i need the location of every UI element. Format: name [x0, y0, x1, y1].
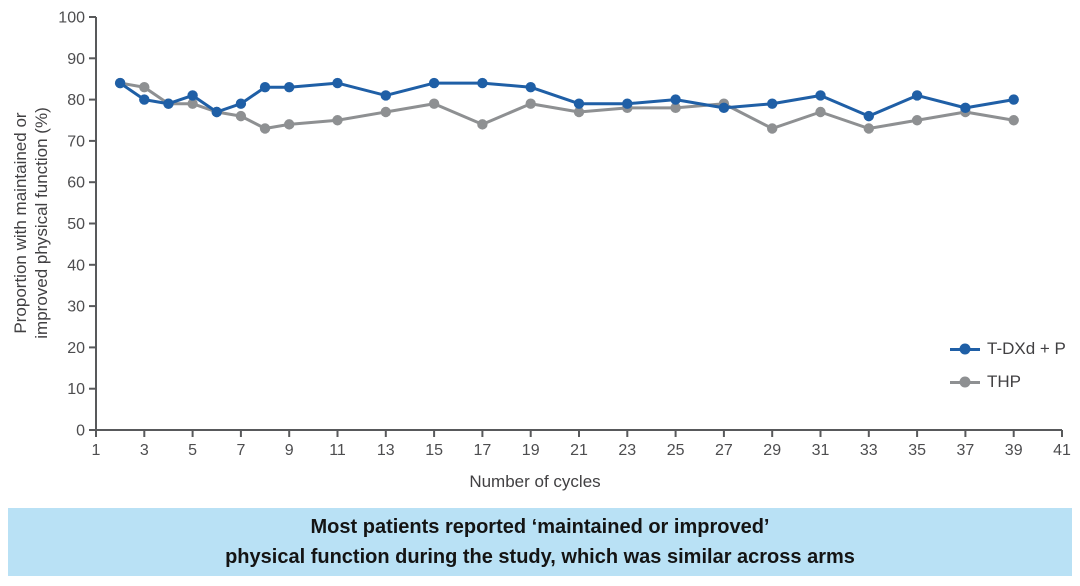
data-point-T-DXd + P [718, 102, 730, 114]
x-tick-label: 31 [812, 442, 830, 459]
x-tick-label: 13 [377, 442, 395, 459]
data-point-T-DXd + P [863, 110, 874, 122]
x-tick-label: 27 [715, 442, 733, 459]
tdxd-p-series-marker-icon [950, 343, 980, 355]
data-point-T-DXd + P [428, 77, 440, 89]
thp-series-marker-icon [950, 376, 980, 388]
legend-label-thp: THP [987, 372, 1021, 391]
x-tick-label: 41 [1053, 442, 1071, 459]
data-point-T-DXd + P [284, 82, 295, 93]
y-tick-label: 0 [76, 423, 85, 440]
data-point-T-DXd + P [911, 90, 923, 101]
data-point-THP [477, 119, 488, 130]
data-point-T-DXd + P [187, 90, 198, 101]
x-tick-label: 35 [908, 442, 926, 459]
data-point-THP [428, 98, 440, 109]
y-axis-title-line1: Proportion with maintained or [11, 112, 30, 333]
y-tick-label: 100 [58, 10, 85, 27]
data-point-T-DXd + P [525, 82, 536, 93]
y-tick-label: 50 [67, 216, 85, 233]
data-point-THP [911, 115, 923, 126]
data-point-THP [139, 82, 150, 93]
x-tick-label: 11 [329, 442, 346, 459]
data-point-THP [863, 123, 874, 134]
data-point-T-DXd + P [332, 77, 343, 89]
data-point-THP [284, 119, 295, 130]
data-point-THP [380, 106, 391, 118]
x-tick-label: 29 [763, 442, 781, 459]
y-tick-label: 90 [67, 51, 85, 68]
x-axis-title: Number of cycles [469, 472, 600, 491]
data-point-T-DXd + P [477, 77, 488, 89]
x-tick-label: 1 [92, 442, 101, 459]
y-axis-title-line2: improved physical function (%) [32, 107, 51, 338]
data-point-T-DXd + P [114, 77, 126, 89]
x-tick-label: 37 [957, 442, 975, 459]
data-point-THP [187, 98, 198, 109]
x-tick-label: 15 [425, 442, 443, 459]
data-point-T-DXd + P [163, 98, 174, 109]
x-tick-label: 33 [860, 442, 878, 459]
y-tick-label: 30 [67, 299, 85, 316]
data-point-T-DXd + P [815, 90, 826, 101]
data-point-THP [670, 102, 681, 114]
x-tick-label: 19 [522, 442, 540, 459]
caption-line-2: physical function during the study, whic… [225, 546, 855, 568]
data-point-T-DXd + P [573, 98, 585, 109]
x-tick-label: 25 [667, 442, 685, 459]
data-point-T-DXd + P [380, 90, 391, 101]
legend-item-thp: THP [950, 371, 1066, 393]
chart-canvas: Proportion with maintained or improved p… [11, 10, 1071, 492]
series-line-THP [119, 81, 1014, 131]
caption-line-1: Most patients reported ‘maintained or im… [310, 516, 770, 538]
summary-caption-banner: Most patients reported ‘maintained or im… [8, 508, 1072, 576]
data-point-T-DXd + P [139, 94, 150, 105]
data-point-THP [235, 110, 247, 122]
data-point-THP [259, 123, 271, 134]
data-point-T-DXd + P [259, 82, 271, 93]
legend-item-tdxd-p: T-DXd + P [950, 338, 1066, 360]
data-point-THP [1008, 115, 1019, 126]
x-tick-label: 21 [570, 442, 588, 459]
y-tick-label: 20 [67, 340, 85, 357]
data-point-T-DXd + P [767, 98, 778, 109]
data-point-T-DXd + P [235, 98, 247, 109]
data-point-T-DXd + P [211, 106, 222, 118]
x-tick-label: 17 [474, 442, 492, 459]
data-point-THP [767, 123, 778, 134]
x-tick-label: 23 [618, 442, 636, 459]
data-point-THP [332, 115, 343, 126]
y-tick-label: 70 [67, 133, 85, 150]
data-point-THP [573, 106, 585, 118]
x-tick-label: 5 [188, 442, 197, 459]
line-chart-figure: Proportion with maintained or improved p… [11, 10, 1071, 492]
data-point-T-DXd + P [622, 98, 633, 109]
x-tick-label: 7 [236, 442, 245, 459]
legend: T-DXd + P THP [950, 338, 1066, 393]
x-tick-label: 3 [140, 442, 149, 459]
data-point-T-DXd + P [670, 94, 681, 105]
x-tick-label: 39 [1005, 442, 1023, 459]
y-tick-label: 80 [67, 92, 85, 109]
y-tick-label: 60 [67, 175, 85, 192]
data-point-THP [815, 106, 826, 118]
data-point-THP [525, 98, 536, 109]
y-tick-label: 40 [67, 257, 85, 274]
x-tick-label: 9 [285, 442, 294, 459]
legend-label-tdxd-p: T-DXd + P [987, 339, 1066, 358]
y-tick-label: 10 [67, 381, 85, 398]
data-point-T-DXd + P [960, 102, 971, 114]
data-point-T-DXd + P [1008, 94, 1019, 105]
